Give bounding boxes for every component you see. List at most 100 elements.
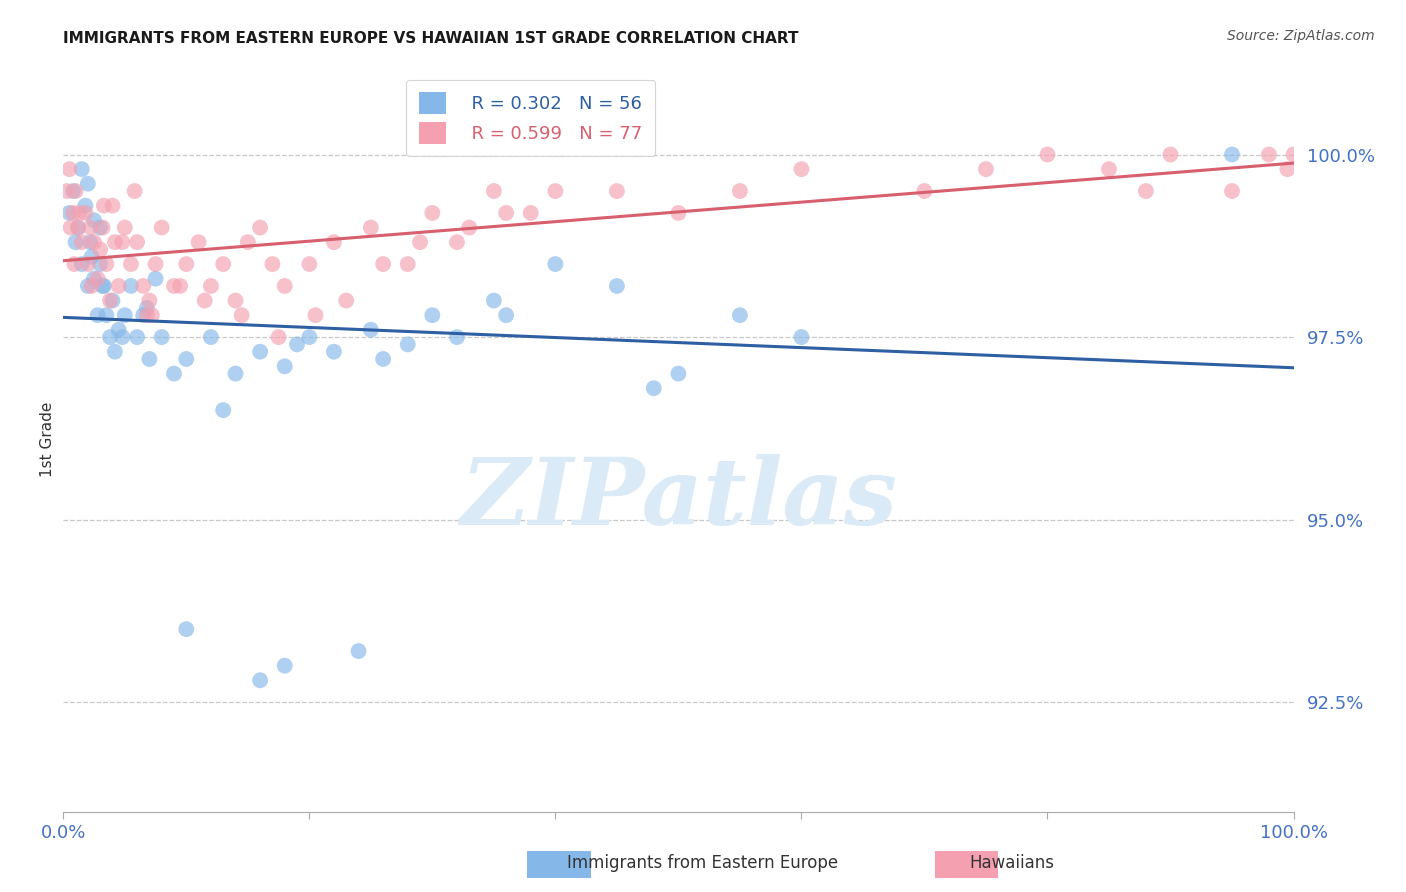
Point [1220, 147, 1243, 161]
Point [1135, 184, 1157, 198]
Point [76, 177, 98, 191]
Point [62, 206, 84, 220]
Point [70, 257, 93, 271]
Point [56, 184, 79, 198]
Point [70, 235, 93, 249]
Point [132, 279, 155, 293]
Point [89, 257, 111, 271]
Point [728, 308, 751, 322]
Point [138, 293, 160, 308]
Point [790, 330, 813, 344]
Point [422, 206, 444, 220]
Point [93, 199, 115, 213]
Point [249, 220, 271, 235]
Point [1220, 184, 1243, 198]
Point [65, 184, 87, 198]
Text: ZIPatlas: ZIPatlas [460, 454, 897, 544]
Legend:   R = 0.302   N = 56,   R = 0.599   N = 77: R = 0.302 N = 56, R = 0.599 N = 77 [406, 79, 655, 156]
Point [58, 162, 80, 177]
Point [482, 184, 505, 198]
Point [70, 162, 93, 177]
Point [335, 293, 357, 308]
Point [495, 206, 517, 220]
Text: Source: ZipAtlas.com: Source: ZipAtlas.com [1227, 29, 1375, 43]
Point [212, 257, 235, 271]
Point [371, 351, 394, 366]
Point [323, 235, 346, 249]
Point [135, 301, 157, 315]
Point [141, 308, 163, 322]
Point [194, 293, 217, 308]
Point [75, 206, 97, 220]
Point [101, 293, 124, 308]
Point [396, 257, 419, 271]
Point [67, 220, 90, 235]
Point [174, 351, 197, 366]
Point [262, 257, 284, 271]
Point [520, 206, 543, 220]
Point [544, 184, 567, 198]
Point [76, 279, 98, 293]
Point [65, 235, 87, 249]
Point [145, 271, 167, 285]
Point [187, 235, 209, 249]
Point [120, 257, 142, 271]
Point [285, 337, 308, 351]
Point [323, 344, 346, 359]
Point [58, 206, 80, 220]
Point [86, 308, 108, 322]
Point [83, 271, 105, 285]
Point [63, 257, 86, 271]
Point [107, 323, 129, 337]
Point [67, 206, 90, 220]
Point [111, 330, 134, 344]
Text: Hawaiians: Hawaiians [970, 855, 1054, 872]
Point [114, 308, 136, 322]
Point [422, 308, 444, 322]
Point [298, 257, 321, 271]
Point [83, 235, 105, 249]
Point [200, 279, 222, 293]
Point [91, 220, 114, 235]
Point [231, 308, 253, 322]
Point [225, 293, 247, 308]
Point [174, 257, 197, 271]
Point [1257, 147, 1279, 161]
Point [59, 220, 82, 235]
Point [75, 199, 97, 213]
Point [1282, 147, 1305, 161]
Point [409, 235, 432, 249]
Point [446, 235, 468, 249]
Point [104, 344, 127, 359]
Point [79, 220, 101, 235]
Point [120, 279, 142, 293]
Point [273, 279, 295, 293]
Point [666, 206, 689, 220]
Point [790, 162, 813, 177]
Point [111, 235, 134, 249]
Point [606, 279, 628, 293]
Point [304, 308, 326, 322]
Point [1277, 162, 1299, 177]
Point [89, 243, 111, 257]
Point [200, 330, 222, 344]
Point [728, 184, 751, 198]
Point [914, 184, 936, 198]
Point [606, 184, 628, 198]
Y-axis label: 1st Grade: 1st Grade [39, 401, 55, 477]
Point [371, 257, 394, 271]
Point [132, 308, 155, 322]
Point [1036, 147, 1059, 161]
Point [83, 213, 105, 227]
Point [273, 658, 295, 673]
Point [163, 367, 186, 381]
Point [79, 235, 101, 249]
Point [80, 279, 103, 293]
Point [62, 184, 84, 198]
Text: IMMIGRANTS FROM EASTERN EUROPE VS HAWAIIAN 1ST GRADE CORRELATION CHART: IMMIGRANTS FROM EASTERN EUROPE VS HAWAII… [63, 31, 799, 46]
Point [89, 220, 111, 235]
Point [482, 293, 505, 308]
Point [98, 330, 121, 344]
Point [396, 337, 419, 351]
Point [347, 644, 370, 658]
